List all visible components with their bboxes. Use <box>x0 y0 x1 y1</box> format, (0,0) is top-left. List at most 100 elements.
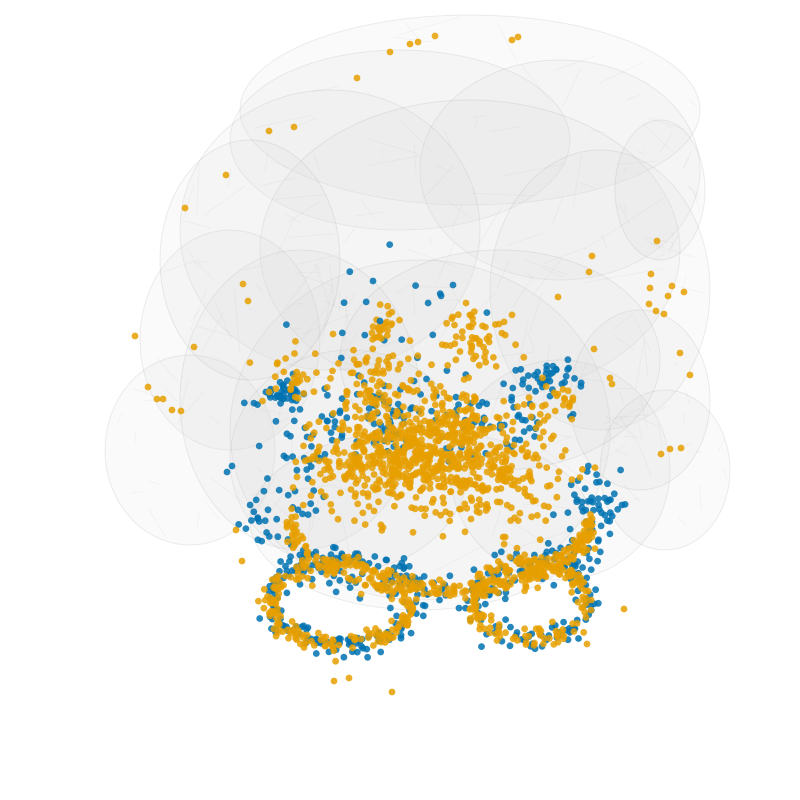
mesh-edge <box>254 114 313 129</box>
point-series-1 <box>246 501 254 509</box>
mesh-edge <box>183 183 195 218</box>
point-series-2 <box>336 457 343 465</box>
point-series-1 <box>601 511 609 519</box>
point-series-1 <box>566 525 574 533</box>
point-series-2 <box>292 458 300 466</box>
point-series-2 <box>526 568 534 575</box>
point-series-2 <box>680 288 688 296</box>
point-series-1 <box>520 428 528 435</box>
mesh-edge <box>579 182 599 190</box>
point-series-2 <box>373 401 380 409</box>
point-series-2 <box>517 555 524 563</box>
point-series-1 <box>515 411 523 419</box>
point-series-2 <box>389 626 396 633</box>
point-series-2 <box>381 320 389 327</box>
point-series-2 <box>512 341 519 349</box>
point-series-2 <box>487 617 495 624</box>
point-series-1 <box>353 648 361 656</box>
point-series-1 <box>277 558 284 565</box>
point-series-1 <box>544 539 552 547</box>
point-series-2 <box>463 430 471 438</box>
point-series-2 <box>378 436 386 444</box>
point-series-1 <box>283 430 291 438</box>
point-series-2 <box>358 415 365 422</box>
point-series-2 <box>354 553 362 561</box>
point-series-2 <box>415 370 423 378</box>
point-series-2 <box>525 573 533 581</box>
point-series-2 <box>368 630 376 637</box>
point-series-2 <box>290 539 298 547</box>
point-series-1 <box>386 241 394 249</box>
point-series-1 <box>436 596 443 604</box>
mesh-edge <box>504 519 507 526</box>
mesh-edge <box>297 253 341 265</box>
point-series-2 <box>452 356 460 364</box>
point-series-1 <box>412 282 419 289</box>
point-series-2 <box>376 454 384 462</box>
point-series-1 <box>618 501 626 509</box>
point-series-1 <box>296 551 304 559</box>
point-series-2 <box>393 572 400 579</box>
point-series-2 <box>522 638 530 646</box>
mesh-edge <box>642 418 657 426</box>
mesh-edge <box>497 351 535 357</box>
point-series-2 <box>402 475 410 482</box>
point-series-2 <box>404 411 412 419</box>
mesh-lobe <box>599 389 731 551</box>
point-series-1 <box>481 600 489 608</box>
point-series-2 <box>471 394 479 402</box>
point-series-2 <box>317 470 324 478</box>
mesh-edge <box>397 16 462 36</box>
point-series-2 <box>501 577 508 585</box>
mesh-edge <box>633 497 641 500</box>
mesh-edge <box>366 154 423 167</box>
mesh-edge <box>503 163 566 177</box>
point-series-1 <box>429 331 437 339</box>
point-series-2 <box>412 415 420 423</box>
point-series-2 <box>590 345 598 353</box>
point-series-2 <box>375 326 383 334</box>
point-series-1 <box>506 642 514 650</box>
mesh-edge <box>681 157 690 171</box>
point-series-1 <box>326 579 333 587</box>
mesh-edge <box>339 330 360 361</box>
point-series-2 <box>501 458 509 466</box>
point-series-2 <box>574 598 582 606</box>
point-series-2 <box>516 509 524 517</box>
mesh-edge <box>201 311 225 354</box>
point-series-2 <box>528 513 535 521</box>
point-series-1 <box>280 452 288 460</box>
point-series-2 <box>496 581 504 588</box>
point-series-2 <box>305 554 313 562</box>
point-series-2 <box>329 409 337 417</box>
point-series-2 <box>676 349 684 357</box>
point-series-2 <box>421 397 429 405</box>
point-series-2 <box>561 447 569 454</box>
point-series-2 <box>414 352 422 360</box>
point-series-1 <box>336 576 344 584</box>
point-series-2 <box>382 412 390 420</box>
point-series-2 <box>530 454 537 462</box>
point-series-2 <box>356 437 364 445</box>
point-series-2 <box>511 514 518 522</box>
point-series-2 <box>538 554 545 561</box>
mesh-edge <box>638 422 643 440</box>
point-series-1 <box>394 400 402 408</box>
point-series-2 <box>388 617 395 625</box>
point-series-2 <box>345 426 353 434</box>
point-series-2 <box>479 575 487 583</box>
point-series-2 <box>475 474 483 482</box>
point-series-1 <box>286 558 293 565</box>
point-series-2 <box>308 582 316 589</box>
point-series-2 <box>498 423 505 430</box>
point-series-2 <box>420 590 428 598</box>
point-series-2 <box>469 320 477 327</box>
point-series-1 <box>340 299 348 307</box>
point-series-2 <box>568 588 576 596</box>
mesh-edge <box>405 23 419 40</box>
mesh-edge <box>243 265 263 271</box>
point-series-1 <box>400 563 408 571</box>
mesh-edge <box>288 233 334 239</box>
point-series-2 <box>368 398 375 406</box>
